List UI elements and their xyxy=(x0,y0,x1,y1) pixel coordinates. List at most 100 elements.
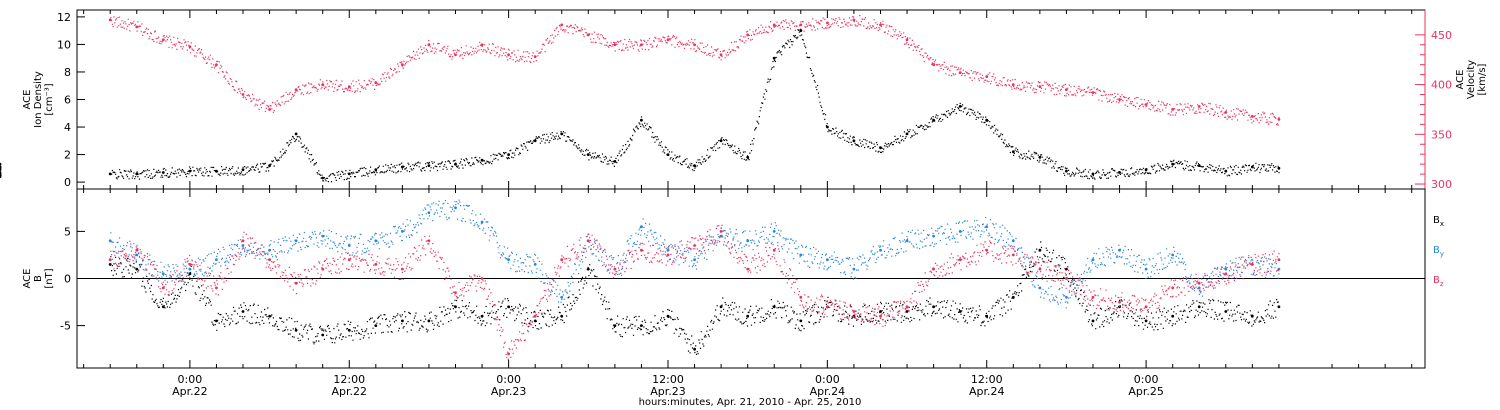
point-velocity-5 xyxy=(241,93,245,96)
point-By-36 xyxy=(1065,295,1068,299)
point-Bz-44 xyxy=(1277,258,1281,262)
point-velocity-0 xyxy=(108,18,112,22)
series-By xyxy=(108,199,1281,309)
point-By-44 xyxy=(1277,267,1281,271)
point-By-15 xyxy=(507,258,510,262)
point-velocity-26 xyxy=(799,23,803,27)
point-Bx-21 xyxy=(666,314,670,318)
point-velocity-2 xyxy=(161,38,165,42)
b-ylabel-line-0: ACE xyxy=(22,269,33,289)
point-Bz-13 xyxy=(454,291,457,294)
point-By-10 xyxy=(374,239,378,243)
point-velocity-34 xyxy=(1011,83,1015,86)
date-tick-label-1: Apr.22 xyxy=(331,385,367,398)
point-density-7 xyxy=(294,132,298,136)
point-Bz-34 xyxy=(1011,253,1015,257)
point-Bz-17 xyxy=(560,258,564,262)
point-density-15 xyxy=(507,153,510,157)
point-density-34 xyxy=(1011,150,1015,154)
point-Bx-5 xyxy=(241,310,245,313)
point-velocity-10 xyxy=(374,81,378,84)
point-By-27 xyxy=(826,258,829,262)
point-Bx-13 xyxy=(454,305,457,309)
point-By-0 xyxy=(108,239,112,243)
point-velocity-11 xyxy=(401,63,404,67)
point-Bx-0 xyxy=(108,263,112,266)
point-Bz-3 xyxy=(188,263,192,266)
point-density-23 xyxy=(719,139,723,143)
point-velocity-20 xyxy=(640,43,643,47)
point-Bz-33 xyxy=(985,248,989,252)
point-Bx-19 xyxy=(613,324,617,327)
time-tick-label-4: 0:00 xyxy=(815,373,840,386)
point-Bz-20 xyxy=(640,248,643,252)
point-velocity-8 xyxy=(321,83,325,86)
point-velocity-25 xyxy=(772,23,776,27)
point-velocity-32 xyxy=(958,71,962,74)
point-velocity-17 xyxy=(560,23,564,27)
point-velocity-42 xyxy=(1224,111,1228,114)
point-Bx-12 xyxy=(427,319,431,323)
point-By-8 xyxy=(321,234,325,238)
point-velocity-43 xyxy=(1250,115,1254,118)
point-By-42 xyxy=(1224,267,1228,271)
point-Bz-11 xyxy=(401,267,404,271)
time-tick-label-6: 0:00 xyxy=(1134,373,1159,386)
point-Bx-2 xyxy=(161,305,165,309)
point-velocity-40 xyxy=(1171,108,1175,111)
point-velocity-27 xyxy=(826,21,829,25)
point-Bz-38 xyxy=(1118,300,1121,304)
point-By-20 xyxy=(640,225,643,229)
point-velocity-15 xyxy=(507,53,510,57)
point-Bz-35 xyxy=(1038,267,1042,271)
point-Bz-30 xyxy=(905,305,909,309)
point-Bz-21 xyxy=(666,253,670,257)
point-velocity-37 xyxy=(1091,91,1095,94)
point-density-40 xyxy=(1171,162,1175,166)
velocity-ylabel-line-1: Velocity xyxy=(1466,60,1477,99)
point-Bz-4 xyxy=(215,286,218,290)
series-density xyxy=(0,28,1281,183)
point-Bz-14 xyxy=(480,277,484,280)
point-velocity-28 xyxy=(852,18,856,22)
point-density-25 xyxy=(772,56,776,60)
point-density-9 xyxy=(347,172,351,176)
point-Bz-12 xyxy=(427,239,431,243)
point-density-5 xyxy=(241,168,245,172)
point-Bx-40 xyxy=(1171,314,1175,318)
density-tick-label-2: 4 xyxy=(64,121,71,134)
legend-Bx-sub: x xyxy=(1440,220,1444,228)
date-tick-label-0: Apr.22 xyxy=(172,385,208,398)
point-By-32 xyxy=(958,230,962,233)
point-By-29 xyxy=(879,248,882,252)
point-density-41 xyxy=(1197,164,1201,168)
point-Bx-18 xyxy=(586,267,590,271)
time-tick-label-3: 12:00 xyxy=(652,373,684,386)
density-tick-label-3: 6 xyxy=(64,94,71,107)
point-density-4 xyxy=(215,169,218,173)
point-Bx-14 xyxy=(480,314,484,318)
point-velocity-22 xyxy=(693,43,696,47)
point-velocity-19 xyxy=(613,43,617,47)
top-frame xyxy=(76,9,1426,190)
point-Bz-18 xyxy=(586,239,590,243)
point-Bz-16 xyxy=(533,314,537,318)
point-density-2 xyxy=(161,171,165,174)
point-Bz-15 xyxy=(507,352,510,356)
point-Bx-15 xyxy=(507,305,510,309)
point-density-18 xyxy=(586,153,590,157)
point-density-22 xyxy=(693,164,696,168)
time-axis: 0:00Apr.2212:00Apr.220:00Apr.2312:00Apr.… xyxy=(83,10,1413,398)
point-By-7 xyxy=(294,239,298,243)
series-By-points xyxy=(110,199,1280,309)
point-Bz-31 xyxy=(932,267,935,271)
point-density-0 xyxy=(108,172,112,176)
legend-Bz-sub: z xyxy=(1440,280,1444,288)
density-ylabel-line-1: Ion Density xyxy=(33,71,44,128)
point-Bz-5 xyxy=(241,239,245,243)
point-Bx-4 xyxy=(215,319,218,323)
point-Bz-7 xyxy=(294,281,298,285)
point-Bz-40 xyxy=(1171,286,1175,290)
point-By-2 xyxy=(161,272,165,276)
